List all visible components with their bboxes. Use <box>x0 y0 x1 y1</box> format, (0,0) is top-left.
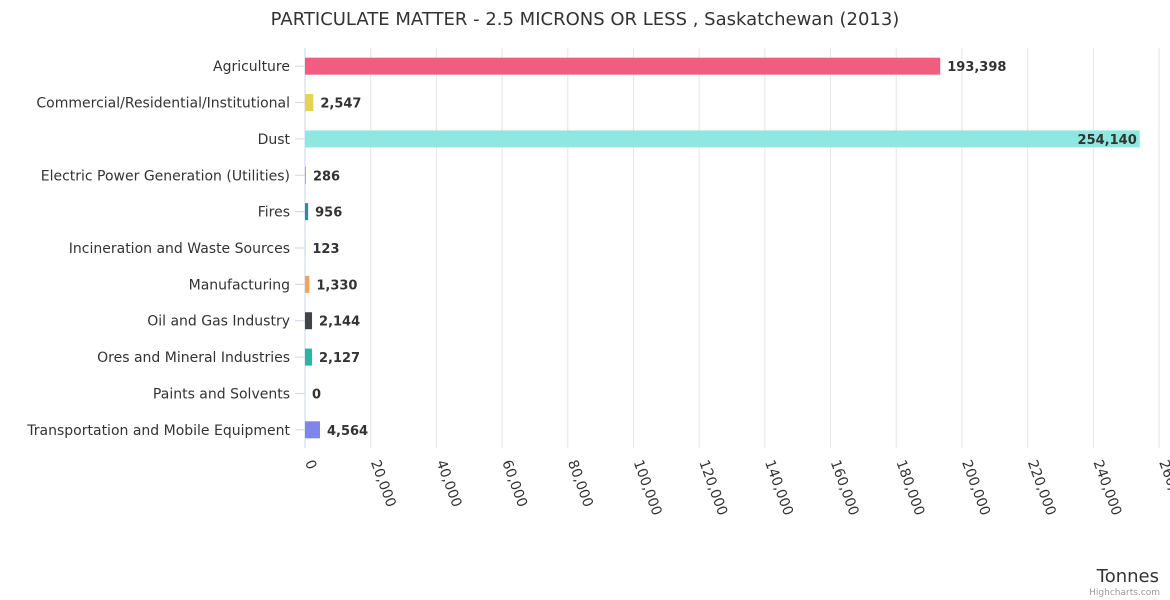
category-label: Manufacturing <box>189 277 290 293</box>
data-label: 4,564 <box>327 424 368 439</box>
x-tick-label: 60,000 <box>498 458 530 510</box>
x-tick-label: 180,000 <box>892 458 927 518</box>
bar <box>305 57 941 75</box>
data-label: 2,144 <box>319 315 360 330</box>
category-label: Agriculture <box>213 59 290 75</box>
x-tick-label: 220,000 <box>1024 458 1059 518</box>
x-tick-label: 0 <box>301 458 319 472</box>
x-tick-label: 80,000 <box>564 458 596 510</box>
x-tick-label: 240,000 <box>1090 458 1125 518</box>
x-tick-label: 140,000 <box>761 458 796 518</box>
grid-layer <box>295 48 1160 448</box>
data-label: 193,398 <box>947 60 1006 75</box>
x-tick-label: 40,000 <box>433 458 465 510</box>
bar <box>305 166 306 184</box>
data-label: 956 <box>315 206 342 221</box>
data-label: 0 <box>312 387 321 402</box>
category-labels: Agriculture Commercial/Residential/Instit… <box>26 59 290 439</box>
credit-text[interactable]: Highcharts.com <box>1089 588 1160 598</box>
x-tick-label: 160,000 <box>827 458 862 518</box>
data-label: 123 <box>312 242 339 257</box>
data-label: 254,140 <box>1078 133 1137 148</box>
bar <box>305 421 320 439</box>
data-label: 2,127 <box>319 351 360 366</box>
category-label: Commercial/Residential/Institutional <box>36 96 290 112</box>
data-label: 1,330 <box>316 278 357 293</box>
x-tick-label: 260,000 <box>1155 458 1170 518</box>
data-label: 2,547 <box>320 97 361 112</box>
category-label: Incineration and Waste Sources <box>69 241 290 257</box>
x-tick-label: 120,000 <box>695 458 730 518</box>
bar <box>305 312 313 330</box>
category-label: Electric Power Generation (Utilities) <box>41 168 290 184</box>
x-tick-label: 100,000 <box>630 458 665 518</box>
bar <box>305 203 309 221</box>
category-label: Transportation and Mobile Equipment <box>26 423 290 439</box>
x-tick-label: 20,000 <box>367 458 399 510</box>
bar <box>305 130 1140 148</box>
data-label: 286 <box>313 169 340 184</box>
bar <box>305 348 312 366</box>
chart-title: PARTICULATE MATTER - 2.5 MICRONS OR LESS… <box>271 9 900 30</box>
category-label: Fires <box>258 205 290 221</box>
x-axis-title: Tonnes <box>1096 566 1159 587</box>
bar <box>305 94 314 112</box>
x-tick-label: 200,000 <box>958 458 993 518</box>
data-labels: 193,398 2,547 254,140 286 956 123 1,330 2,144 2,… <box>312 60 1137 439</box>
x-axis-ticks: 0 20,000 40,000 60,000 80,000 100,000 120,000 1… <box>301 458 1170 518</box>
bar-layer <box>305 57 1140 439</box>
category-label: Paints and Solvents <box>153 386 290 402</box>
category-label: Dust <box>258 132 291 148</box>
category-label: Ores and Mineral Industries <box>97 350 290 366</box>
category-label: Oil and Gas Industry <box>147 314 290 330</box>
bar <box>305 275 310 293</box>
